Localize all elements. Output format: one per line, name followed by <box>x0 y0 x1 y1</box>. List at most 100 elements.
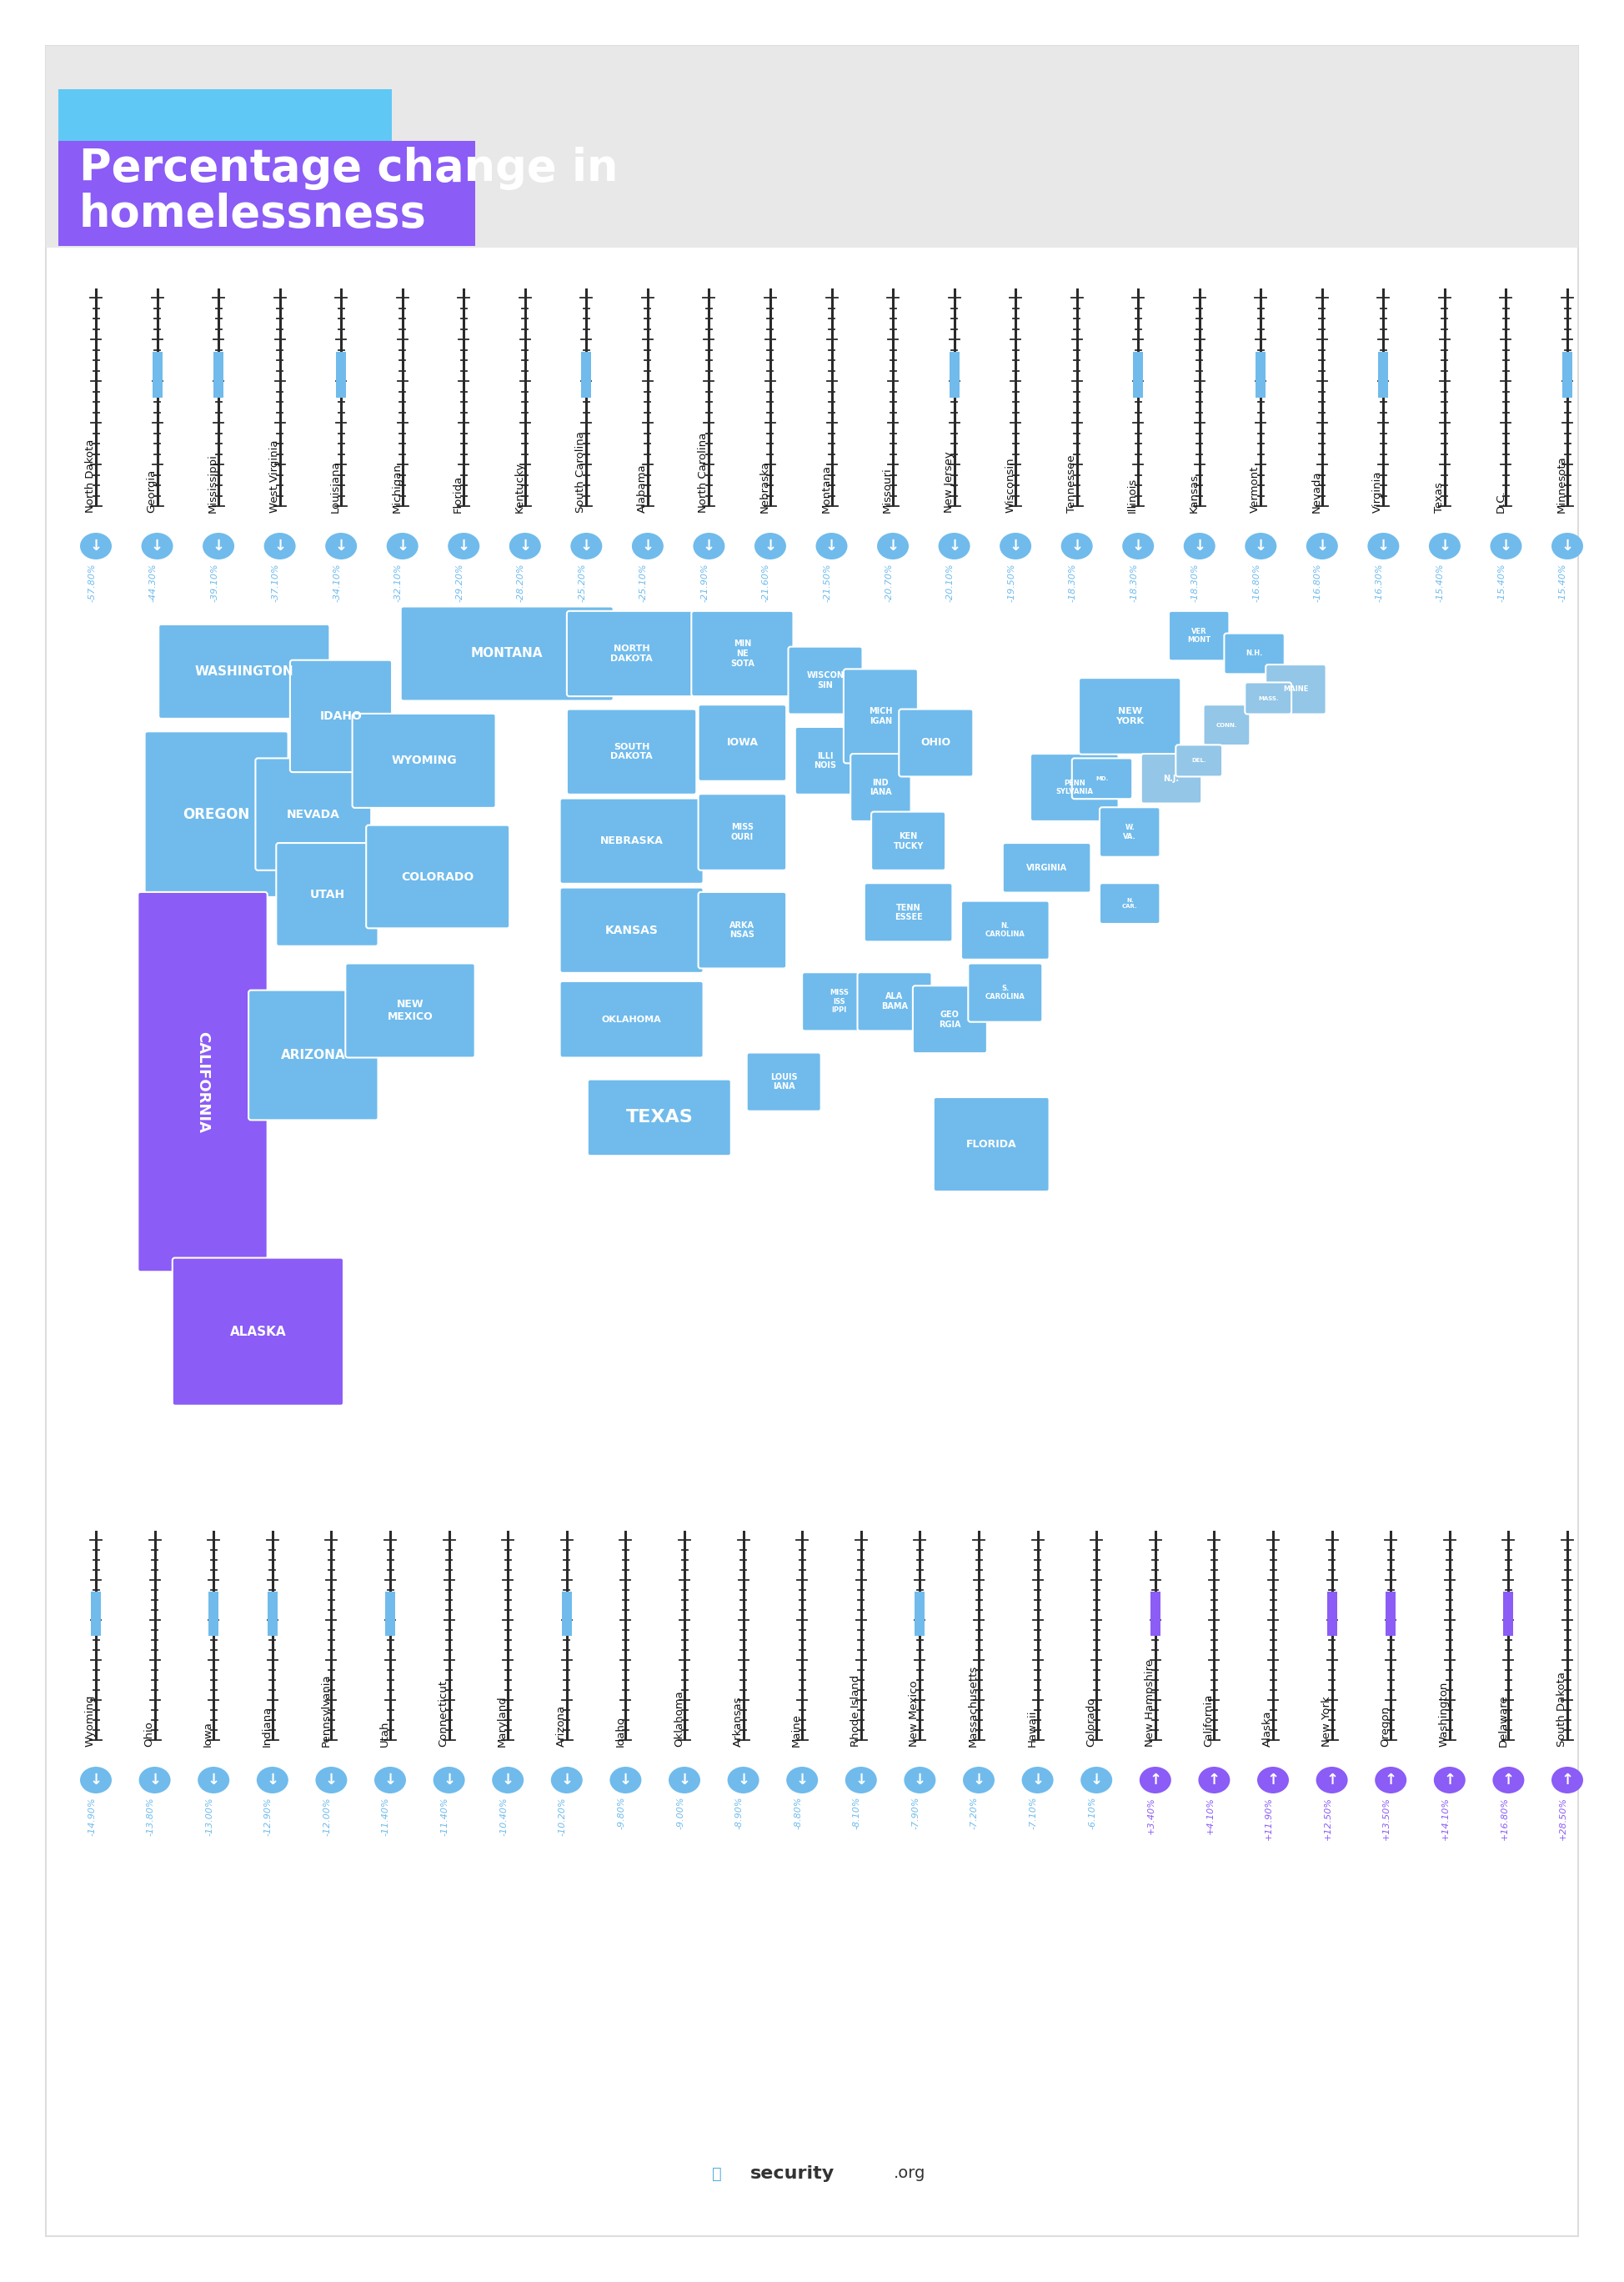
Text: ↓: ↓ <box>641 539 654 555</box>
Ellipse shape <box>1080 1766 1112 1794</box>
Text: MISS
OURI: MISS OURI <box>731 824 754 842</box>
Text: Alabama: Alabama <box>637 463 648 513</box>
FancyBboxPatch shape <box>698 705 786 780</box>
Ellipse shape <box>1122 532 1155 559</box>
FancyBboxPatch shape <box>153 351 162 397</box>
Text: ILLI
NOIS: ILLI NOIS <box>814 751 836 769</box>
FancyBboxPatch shape <box>562 1593 572 1636</box>
FancyBboxPatch shape <box>864 883 952 942</box>
FancyBboxPatch shape <box>567 612 697 696</box>
Text: ↓: ↓ <box>1377 539 1390 555</box>
FancyBboxPatch shape <box>1327 1593 1337 1636</box>
FancyBboxPatch shape <box>788 646 862 714</box>
Text: MASS.: MASS. <box>1259 696 1278 701</box>
FancyBboxPatch shape <box>1246 682 1291 714</box>
Text: S.
CAROLINA: S. CAROLINA <box>986 984 1025 1002</box>
FancyBboxPatch shape <box>172 1257 343 1406</box>
Text: Maryland: Maryland <box>497 1696 508 1746</box>
Text: MICH
IGAN: MICH IGAN <box>869 707 893 726</box>
Text: Rhode Island: Rhode Island <box>851 1675 861 1746</box>
Text: ↓: ↓ <box>383 1773 396 1787</box>
FancyBboxPatch shape <box>948 351 960 397</box>
Text: -20.10%: -20.10% <box>945 564 955 602</box>
Ellipse shape <box>728 1766 758 1794</box>
Text: Connecticut: Connecticut <box>438 1680 448 1746</box>
Ellipse shape <box>551 1766 583 1794</box>
Text: KANSAS: KANSAS <box>606 924 658 936</box>
FancyBboxPatch shape <box>255 758 372 869</box>
Text: -34.10%: -34.10% <box>333 564 341 602</box>
Text: ↓: ↓ <box>703 539 715 555</box>
Text: -15.40%: -15.40% <box>1436 564 1445 602</box>
FancyBboxPatch shape <box>1134 351 1143 397</box>
Text: ↓: ↓ <box>1031 1773 1044 1787</box>
FancyBboxPatch shape <box>145 733 287 897</box>
Ellipse shape <box>141 532 174 559</box>
Text: KEN
TUCKY: KEN TUCKY <box>893 833 924 849</box>
Text: South Dakota: South Dakota <box>1556 1673 1567 1746</box>
Text: Alaska: Alaska <box>1262 1712 1273 1746</box>
Text: -16.30%: -16.30% <box>1376 564 1384 602</box>
Text: -13.00%: -13.00% <box>205 1796 214 1835</box>
Ellipse shape <box>203 532 234 559</box>
Text: ↑: ↑ <box>1325 1773 1338 1787</box>
Text: ↓: ↓ <box>1070 539 1083 555</box>
Text: +28.50%: +28.50% <box>1559 1796 1567 1839</box>
Text: IOWA: IOWA <box>726 737 758 748</box>
Text: ↓: ↓ <box>1561 539 1574 555</box>
Ellipse shape <box>1246 532 1276 559</box>
Ellipse shape <box>492 1766 523 1794</box>
Text: ↓: ↓ <box>89 1773 102 1787</box>
FancyBboxPatch shape <box>1562 351 1572 397</box>
Text: Kansas: Kansas <box>1189 475 1200 513</box>
FancyBboxPatch shape <box>336 351 346 397</box>
Text: New York: New York <box>1320 1696 1332 1746</box>
Text: DEL.: DEL. <box>1192 758 1207 762</box>
Text: security: security <box>750 2166 835 2182</box>
Text: +11.90%: +11.90% <box>1265 1796 1273 1839</box>
Text: SOUTH
DAKOTA: SOUTH DAKOTA <box>611 744 653 760</box>
Text: IDAHO: IDAHO <box>320 710 362 721</box>
Text: Louisiana: Louisiana <box>330 461 341 513</box>
Text: ↓: ↓ <box>796 1773 809 1787</box>
Text: -6.10%: -6.10% <box>1088 1796 1096 1830</box>
Text: N.J.: N.J. <box>1163 774 1179 783</box>
Text: ↓: ↓ <box>458 539 469 555</box>
FancyBboxPatch shape <box>1099 808 1160 858</box>
Text: LOUIS
IANA: LOUIS IANA <box>770 1073 797 1091</box>
Ellipse shape <box>1376 1766 1406 1794</box>
Text: -8.90%: -8.90% <box>736 1796 744 1830</box>
Text: Indiana: Indiana <box>261 1705 273 1746</box>
FancyBboxPatch shape <box>914 1593 926 1636</box>
Text: ⬛: ⬛ <box>711 2166 721 2182</box>
Text: MONTANA: MONTANA <box>471 648 542 659</box>
Text: ↓: ↓ <box>1499 539 1512 555</box>
Text: ↓: ↓ <box>148 1773 161 1787</box>
Text: Virginia: Virginia <box>1372 470 1384 513</box>
Text: ↓: ↓ <box>1132 539 1145 555</box>
Text: VIRGINIA: VIRGINIA <box>1026 863 1067 872</box>
Text: North Carolina: North Carolina <box>698 434 710 513</box>
Text: Texas: Texas <box>1434 482 1445 513</box>
Text: ↑: ↑ <box>1502 1773 1515 1787</box>
Text: -18.30%: -18.30% <box>1130 564 1138 602</box>
Text: -10.20%: -10.20% <box>559 1796 567 1835</box>
Text: CONN.: CONN. <box>1216 723 1237 728</box>
Text: ↑: ↑ <box>1384 1773 1397 1787</box>
FancyBboxPatch shape <box>213 351 224 397</box>
FancyBboxPatch shape <box>698 794 786 869</box>
Text: -18.30%: -18.30% <box>1069 564 1077 602</box>
Text: -57.80%: -57.80% <box>88 564 96 602</box>
Text: homelessness: homelessness <box>80 192 427 235</box>
Text: New Hampshire: New Hampshire <box>1145 1659 1155 1746</box>
Ellipse shape <box>1492 1766 1525 1794</box>
FancyBboxPatch shape <box>1150 1593 1160 1636</box>
FancyBboxPatch shape <box>968 963 1043 1022</box>
Ellipse shape <box>1021 1766 1054 1794</box>
Text: ↓: ↓ <box>151 539 164 555</box>
Text: Tennessee: Tennessee <box>1065 454 1077 513</box>
Ellipse shape <box>1491 532 1522 559</box>
Text: ↓: ↓ <box>1009 539 1021 555</box>
FancyBboxPatch shape <box>581 351 591 397</box>
Text: Nevada: Nevada <box>1311 470 1322 513</box>
